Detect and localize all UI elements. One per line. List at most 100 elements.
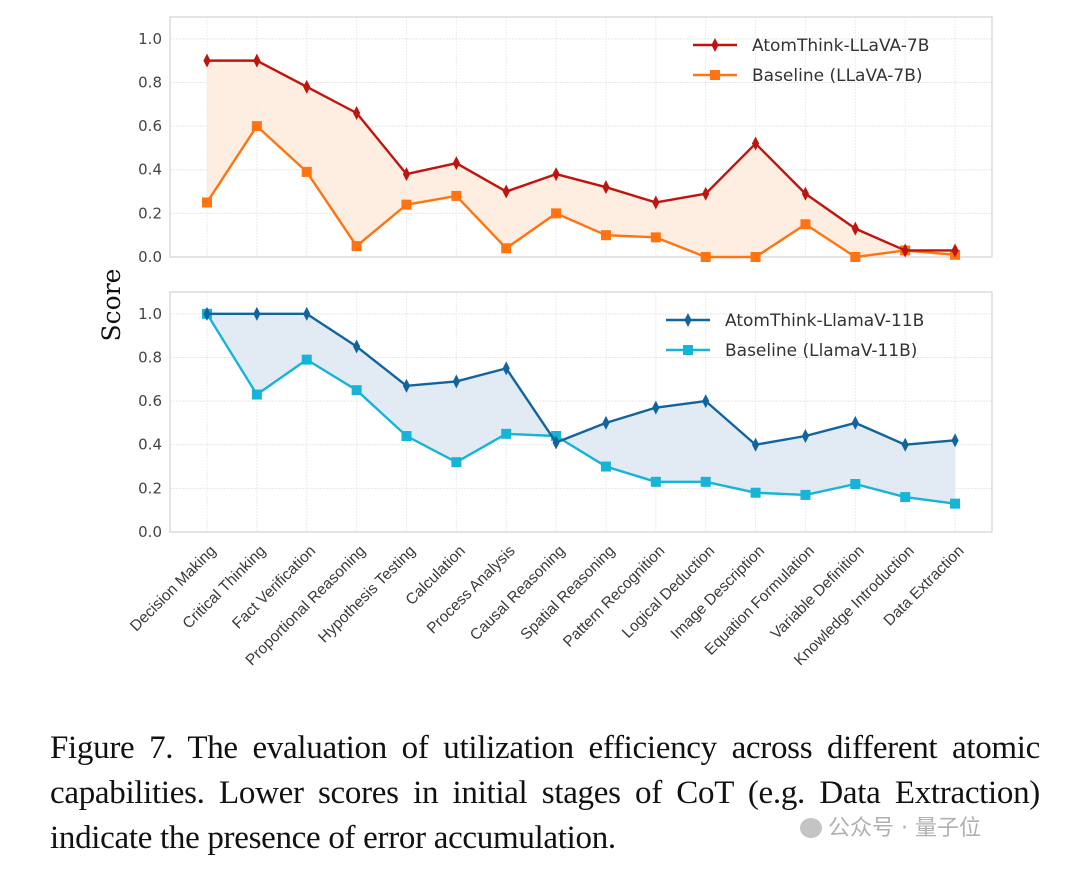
x-tick-label: Process Analysis [424, 542, 519, 637]
data-point-square [251, 121, 262, 132]
data-point-square [700, 476, 711, 487]
data-point-diamond [502, 361, 510, 376]
legend-label: AtomThink-LlamaV-11B [725, 311, 924, 331]
plot-frame [169, 291, 993, 533]
data-point-square [501, 243, 512, 254]
data-point-square [351, 385, 362, 396]
y-tick-label: 1.0 [138, 30, 162, 48]
data-point-square [251, 389, 262, 400]
plot-frame [169, 16, 993, 258]
legend-item: AtomThink-LLaVA-7B [693, 36, 929, 56]
data-point-diamond [353, 106, 361, 120]
data-point-diamond [452, 374, 460, 389]
figure-chart: Score 0.0 0.2 0.4 0.6 0.8 1.0 AtomThink-LLaVA-… [97, 16, 993, 669]
data-point-diamond [353, 339, 361, 354]
legend-marker-square [710, 70, 720, 80]
legend-label: AtomThink-LLaVA-7B [752, 36, 929, 56]
y-tick-label: 0.6 [138, 117, 162, 135]
y-tick-label: 0.4 [138, 161, 162, 179]
y-tick-label: 0.2 [138, 479, 162, 497]
data-point-square [401, 431, 412, 441]
data-point-diamond [702, 394, 710, 409]
data-point-diamond [801, 186, 810, 201]
panel-top: 0.0 0.2 0.4 0.6 0.8 1.0 AtomThink-LLaVA-7B Base… [138, 16, 993, 266]
x-tick-label: Variable Definition [768, 542, 868, 642]
x-tick-label: Causal Reasoning [467, 542, 569, 644]
watermark: 公众号 · 量子位 [800, 810, 981, 842]
data-point-square [401, 199, 412, 210]
series-line [207, 312, 956, 446]
x-tick-label: Spatial Reasoning [517, 542, 618, 643]
legend-item: Baseline (LlamaV-11B) [666, 341, 917, 361]
legend-label: Baseline (LlamaV-11B) [725, 341, 917, 361]
y-axis-label: Score [97, 269, 126, 342]
data-point-square [202, 197, 212, 208]
data-point-diamond [303, 306, 311, 321]
data-point-diamond [652, 195, 660, 210]
fill-between-area [207, 60, 956, 257]
series-line [205, 124, 956, 259]
data-point-square [650, 232, 661, 243]
y-tick-label: 0.8 [138, 348, 162, 366]
fill-between-area [207, 313, 956, 504]
watermark-text: 公众号 · 量子位 [828, 816, 981, 841]
data-point-square [301, 354, 312, 365]
y-tick-label: 0.6 [138, 392, 162, 410]
panel-bottom: 0.0 0.2 0.4 0.6 0.8 1.0 AtomThink-LlamaV-11B Ba… [127, 291, 993, 669]
figure-caption: Figure 7. The evaluation of utilization … [50, 730, 1040, 856]
series-line [205, 313, 956, 505]
y-tick-label: 0.0 [138, 248, 162, 266]
data-point-square [800, 489, 811, 500]
series-atomthink-llava-7b [203, 53, 959, 258]
data-point-diamond [751, 136, 760, 151]
data-point-diamond [851, 221, 859, 236]
data-point-square [451, 190, 462, 201]
legend-item: AtomThink-LlamaV-11B [666, 311, 924, 331]
data-point-diamond [951, 433, 959, 448]
data-point-square [750, 487, 761, 498]
data-point-diamond [552, 167, 560, 182]
data-point-square [501, 428, 512, 439]
data-point-square [900, 492, 911, 503]
data-point-diamond [702, 186, 710, 201]
data-point-diamond [602, 180, 610, 195]
legend-item: Baseline (LLaVA-7B) [693, 66, 923, 86]
data-point-diamond [203, 306, 211, 321]
y-tick-label: 0.4 [138, 436, 162, 454]
wechat-icon [800, 818, 822, 838]
data-point-diamond [253, 53, 261, 68]
y-tick-label: 1.0 [138, 305, 162, 323]
y-tick-label: 0.2 [138, 204, 162, 222]
legend-marker-diamond [684, 313, 692, 327]
data-point-square [850, 479, 861, 489]
data-point-diamond [652, 400, 660, 415]
data-point-diamond [402, 167, 411, 182]
data-point-square [800, 219, 811, 230]
series-atomthink-llamav-11b [203, 306, 959, 452]
legend-label: Baseline (LLaVA-7B) [752, 66, 923, 86]
x-tick-label: Logical Deduction [619, 542, 718, 641]
data-point-square [600, 230, 611, 241]
x-tick-label: Decision Making [127, 542, 219, 634]
data-point-diamond [303, 79, 311, 94]
data-point-square [551, 208, 562, 219]
y-tick-label: 0.8 [138, 73, 162, 91]
x-tick-label: Image Description [668, 542, 768, 642]
data-point-square [451, 457, 462, 468]
data-point-square [700, 252, 711, 262]
data-point-square [850, 252, 861, 262]
data-point-diamond [502, 184, 510, 199]
data-point-diamond [552, 435, 560, 450]
data-point-square [750, 252, 761, 262]
data-point-diamond [751, 437, 760, 452]
data-point-diamond [452, 156, 460, 171]
data-point-square [950, 498, 961, 509]
legend-marker-diamond [711, 38, 719, 52]
data-point-diamond [602, 415, 610, 430]
data-point-diamond [203, 53, 211, 68]
legend-marker-square [683, 345, 693, 355]
series-line [207, 59, 956, 252]
data-point-diamond [901, 437, 909, 452]
y-tick-label: 0.0 [138, 523, 162, 541]
data-point-square [600, 461, 611, 472]
